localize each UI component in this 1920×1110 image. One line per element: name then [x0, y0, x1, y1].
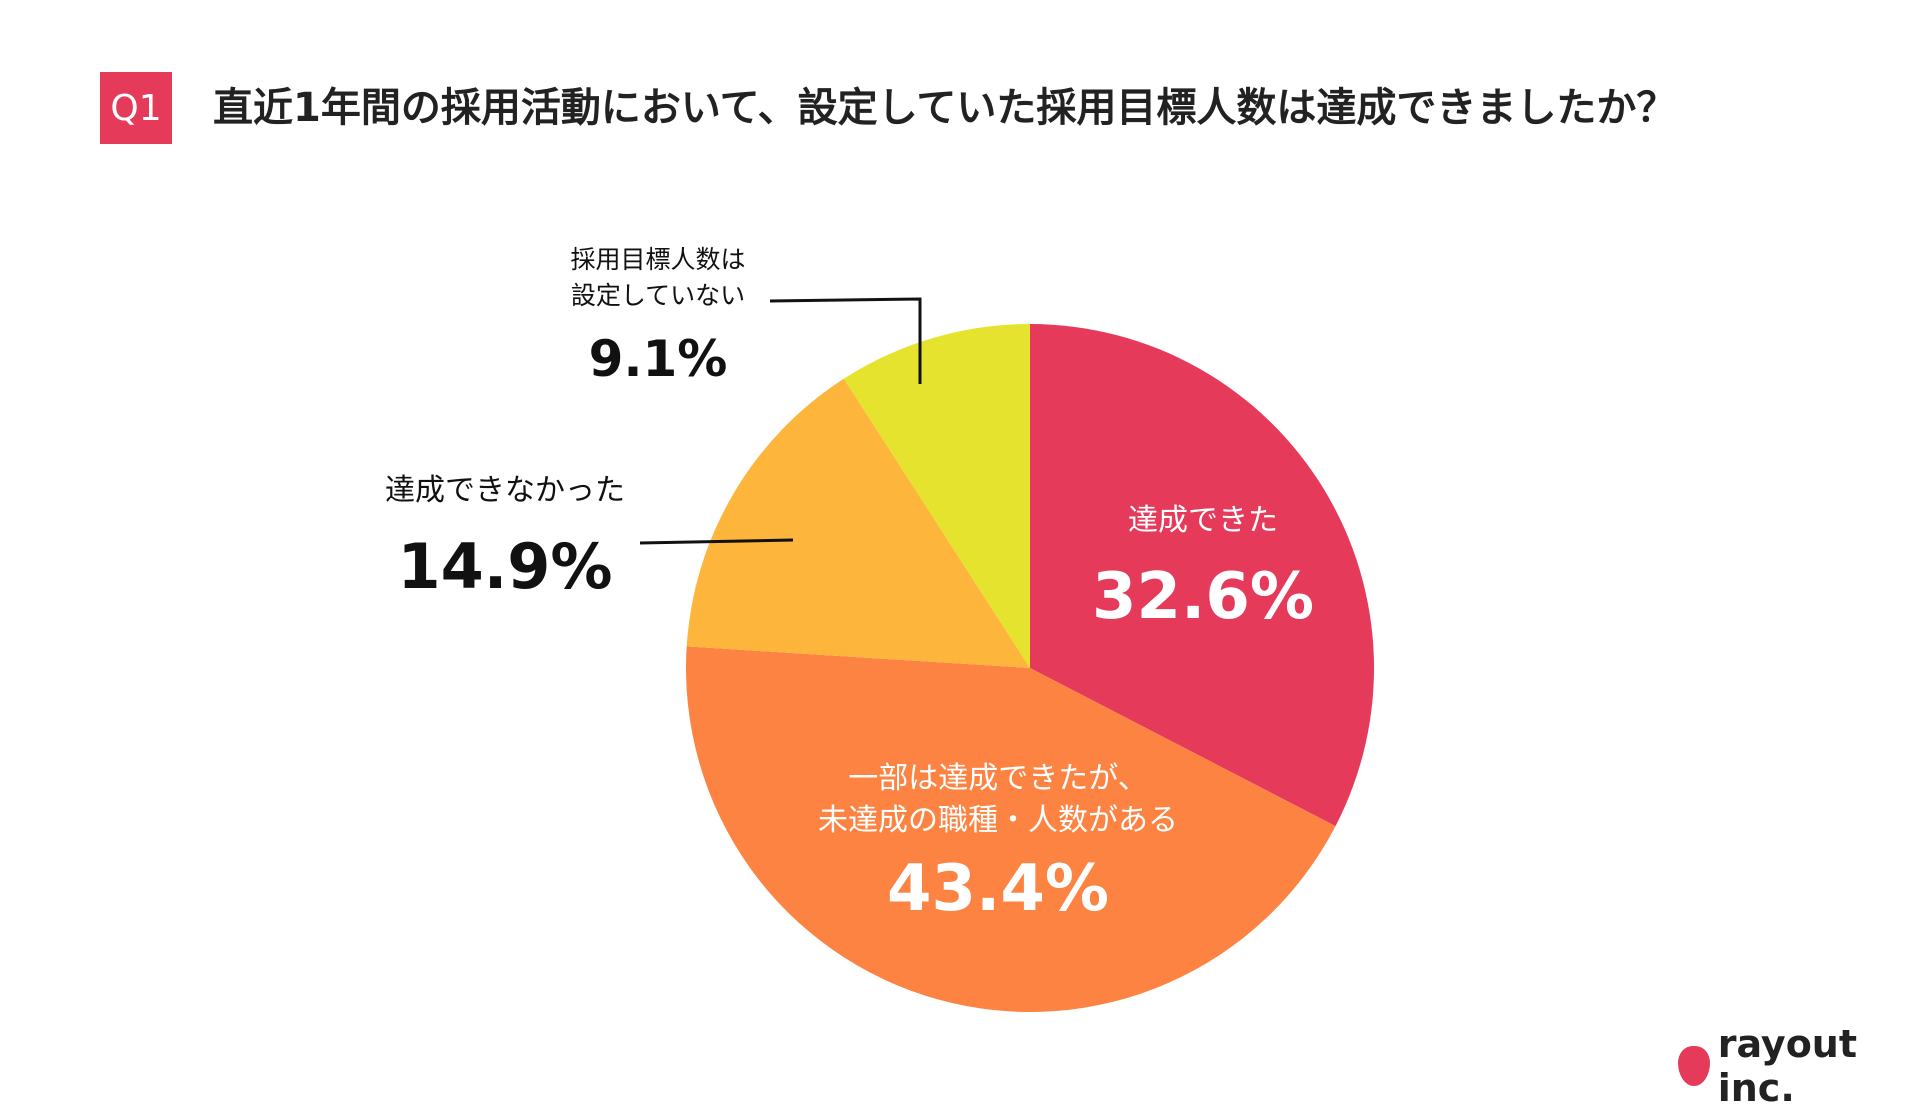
slice-label-2-line-2: 未達成の職種・人数がある — [818, 803, 1178, 838]
slice-label-1-line-1: 達成できた — [1128, 503, 1278, 538]
question-number-badge: Q1 — [100, 72, 172, 144]
slice-label-3-line-1: 達成できなかった — [385, 473, 625, 508]
slice-value-1: 32.6% — [1092, 560, 1314, 634]
pie-slice-3 — [686, 378, 1030, 668]
slice-label-2-line-1: 一部は達成できたが、 — [848, 761, 1147, 796]
leader-line-4 — [769, 297, 922, 384]
question-title: 直近1年間の採用活動において、設定していた採用目標人数は達成できましたか？ — [213, 85, 1677, 131]
leader-line-3 — [639, 538, 794, 545]
slice-value-3: 14.9% — [397, 530, 612, 603]
pie-slice-4 — [843, 324, 1030, 668]
slice-value-4: 9.1% — [589, 330, 728, 388]
slice-value-2: 43.4% — [887, 852, 1109, 926]
pie-slice-1 — [1030, 324, 1375, 827]
company-logo: rayout inc. — [1678, 1022, 1920, 1110]
slice-label-4-line-1: 採用目標人数は — [570, 245, 745, 274]
pie-slice-2 — [686, 646, 1336, 1013]
pie-chart: 達成できた 32.6% 一部は達成できたが、未達成の職種・人数がある 43.4% 達成で… — [385, 245, 1375, 1013]
slice-label-4-line-2: 設定していない — [571, 281, 745, 310]
logo-mark-icon — [1678, 1046, 1710, 1086]
logo-text: rayout inc. — [1717, 1022, 1858, 1110]
